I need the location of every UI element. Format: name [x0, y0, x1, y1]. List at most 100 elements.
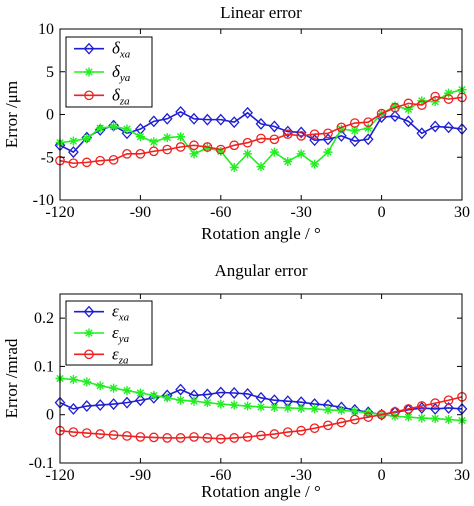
marker-diamond — [403, 115, 414, 128]
legend-label: εya — [112, 323, 130, 345]
marker-star — [243, 149, 253, 159]
x-tick-label: -30 — [291, 467, 312, 484]
legend-label: δya — [112, 62, 131, 84]
marker-circle — [282, 427, 293, 437]
marker-circle — [189, 140, 199, 151]
marker-diamond — [202, 113, 213, 126]
plot-frame — [59, 293, 463, 464]
legend-label: εza — [112, 344, 129, 366]
marker-circle — [363, 117, 374, 128]
chart-title: Angular error — [215, 261, 308, 280]
marker-diamond — [68, 146, 79, 159]
x-axis-label: Rotation angle / ° — [201, 224, 321, 243]
x-tick-label: -120 — [45, 204, 74, 221]
legend-label-subscript: za — [118, 354, 129, 366]
legend-label-subscript: xa — [118, 312, 130, 324]
marker-circle — [323, 128, 333, 139]
marker-star — [323, 405, 333, 415]
legend-label: δza — [112, 85, 130, 107]
marker-circle — [349, 414, 360, 425]
marker-diamond — [362, 133, 374, 146]
marker-circle — [403, 404, 414, 414]
x-axis-label: Rotation angle / ° — [201, 482, 321, 501]
marker-star — [310, 404, 320, 414]
marker-star — [256, 402, 266, 412]
x-tick-label: -90 — [130, 204, 151, 221]
legend-label-symbol: ε — [112, 302, 119, 321]
marker-circle — [148, 432, 159, 443]
marker-star — [310, 159, 320, 169]
marker-circle — [148, 146, 159, 157]
marker-star — [202, 143, 212, 153]
marker-star — [363, 123, 373, 133]
series-line-za — [59, 95, 463, 165]
legend-label-symbol: δ — [112, 62, 121, 81]
marker-circle — [175, 142, 186, 152]
marker-star — [82, 377, 92, 387]
marker-star — [403, 104, 413, 114]
marker-star — [189, 396, 199, 406]
marker-circle — [68, 158, 79, 169]
marker-circle — [215, 434, 226, 444]
marker-diamond — [429, 120, 441, 133]
x-tick-label: 30 — [454, 204, 470, 221]
legend-item-za: εza — [74, 344, 129, 366]
y-tick-label: 10 — [38, 21, 54, 38]
marker-diamond — [83, 305, 95, 318]
marker-circle — [309, 423, 320, 434]
marker-diamond — [389, 110, 401, 123]
marker-circle — [202, 433, 213, 443]
marker-star — [109, 383, 119, 393]
legend-label-symbol: δ — [112, 39, 121, 58]
marker-star — [296, 403, 306, 413]
marker-star — [430, 97, 440, 107]
marker-star — [176, 132, 186, 142]
marker-star — [176, 395, 186, 405]
marker-circle — [416, 401, 427, 411]
marker-star — [430, 414, 440, 424]
marker-star — [135, 388, 145, 398]
legend-label-symbol: ε — [112, 323, 119, 342]
marker-star — [149, 137, 159, 147]
marker-diamond — [282, 125, 294, 138]
marker-star — [68, 374, 78, 384]
x-tick-label: -30 — [291, 204, 312, 221]
marker-star — [95, 123, 105, 133]
y-tick-label: 5 — [46, 64, 54, 81]
chart-panel-2: Angular error -120 -90 -60 -30 0 30 -0.1 0 0.1 0.2… — [2, 261, 470, 501]
marker-star — [243, 401, 253, 411]
marker-circle — [323, 420, 333, 431]
y-axis-label: Error /mrad — [2, 338, 21, 418]
marker-circle — [242, 432, 253, 442]
legend-item-ya: δya — [74, 62, 131, 84]
marker-circle — [229, 140, 240, 151]
marker-diamond — [429, 402, 441, 415]
marker-star — [269, 147, 279, 157]
legend-label-subscript: za — [119, 95, 130, 107]
marker-star — [68, 136, 78, 146]
marker-star — [336, 405, 346, 415]
marker-circle — [108, 430, 119, 440]
marker-diamond — [121, 396, 133, 409]
marker-star — [202, 398, 212, 408]
chart-panel-1: Linear error -120 -90 -60 -30 0 30 -10 -5 0 5 10 Rot… — [2, 3, 470, 243]
marker-circle — [349, 118, 360, 128]
marker-diamond — [309, 134, 320, 147]
marker-circle — [376, 409, 387, 420]
x-tick-label: -90 — [130, 467, 151, 484]
marker-star — [390, 101, 400, 111]
marker-diamond — [83, 42, 95, 55]
marker-circle — [135, 148, 146, 159]
marker-circle — [122, 431, 132, 441]
x-tick-label: 0 — [378, 467, 386, 484]
series-line-ya — [59, 377, 463, 422]
marker-star — [189, 149, 199, 159]
marker-circle — [202, 142, 213, 152]
marker-circle — [336, 122, 347, 133]
marker-circle — [242, 137, 253, 148]
marker-circle — [416, 100, 427, 110]
marker-circle — [81, 428, 92, 438]
marker-circle — [443, 94, 454, 104]
y-tick-label: 0.2 — [34, 310, 54, 327]
